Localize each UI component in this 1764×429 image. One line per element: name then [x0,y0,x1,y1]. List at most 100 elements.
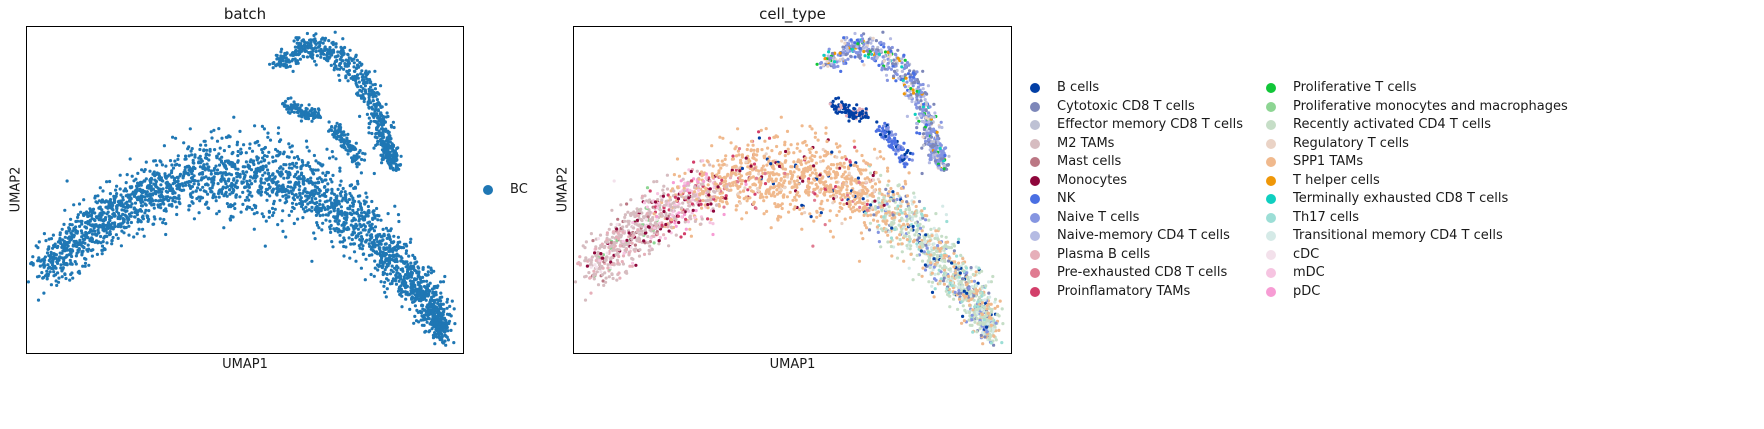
cell-point [380,239,384,243]
cell-point [129,220,133,225]
cell-point [376,263,380,267]
cell-point [318,214,322,218]
cell-point [147,197,151,201]
cell-point [216,172,220,176]
cell-point [126,195,130,199]
cell-point [215,156,219,160]
cell-point [175,212,179,217]
cell-point [164,209,168,213]
cell-point [167,203,171,207]
cell-point [397,279,401,283]
cell-point [310,196,314,201]
cell-point [332,215,336,219]
cell-point [274,147,278,152]
cell-point [58,240,62,244]
cell-point [229,214,233,218]
cell-point [682,232,687,236]
cell-point [431,291,435,295]
cell-point [435,335,439,339]
cell-point [595,270,599,274]
cell-point [275,169,279,173]
cell-point [238,195,242,199]
cell-point [172,178,176,182]
cell-point [381,115,386,119]
cell-type-plot-area [573,26,1012,354]
cell-point [353,74,357,79]
cell-point [581,244,585,248]
cell-point [162,144,166,148]
cell-point [308,51,312,55]
cell-point [278,150,282,155]
cell-point [234,195,238,199]
cell-point [360,75,364,79]
cell-point [286,195,290,199]
cell-point [282,176,286,180]
cell-point [91,248,95,252]
cell-point [328,55,332,59]
cell-point [398,293,402,297]
cell-point [991,274,995,279]
cell-point [283,103,287,107]
cell-point [68,258,72,262]
cell-point [190,153,194,157]
cell-point [792,151,796,155]
cell-point [655,230,659,234]
cell-point [430,320,434,325]
cell-point [64,230,68,234]
cell-point [87,247,91,251]
cell-point [74,230,78,234]
cell-point [272,180,276,184]
cell-point [933,287,937,291]
cell-point [876,198,880,202]
cell-point [866,115,870,120]
cell-point [402,246,406,250]
cell-point [904,227,908,231]
cell-point [109,206,113,210]
cell-point [144,160,148,164]
cell-point [391,120,395,124]
cell-point [350,156,354,160]
cell-point [786,147,790,151]
cell-point [268,138,273,142]
cell-point [342,254,346,258]
cell-point [734,154,739,158]
cell-point [141,188,145,192]
cell-point [227,144,231,149]
cell-point [679,235,683,239]
cell-point [356,73,360,77]
cell-point [89,228,93,232]
cell-point [335,131,339,135]
cell-point [377,92,381,96]
cell-point [83,261,88,265]
cell-point [343,190,347,194]
cell-point [235,175,239,179]
cell-point [927,218,931,222]
cell-point [173,163,177,167]
cell-point [144,208,148,212]
cell-point [267,171,271,175]
cell-point [130,211,134,215]
cell-point [365,233,369,237]
cell-point [185,165,189,169]
cell-point [214,199,218,203]
cell-point [119,193,123,197]
cell-point [587,271,591,275]
cell-point [327,39,331,43]
cell-point [338,127,342,131]
cell-point [121,195,125,199]
cell-point [336,227,340,231]
cell-point [312,39,316,44]
cell-point [827,47,831,51]
cell-point [390,125,394,129]
cell-point [324,58,328,62]
cell-point [44,274,49,278]
cell-point [290,209,294,213]
cell-point [290,162,294,166]
cell-point [349,76,353,80]
cell-point [372,274,376,278]
cell-point [52,270,56,274]
cell-point [314,159,318,163]
cell-point [236,160,240,164]
cell-point [239,152,243,156]
cell-point [37,240,41,244]
